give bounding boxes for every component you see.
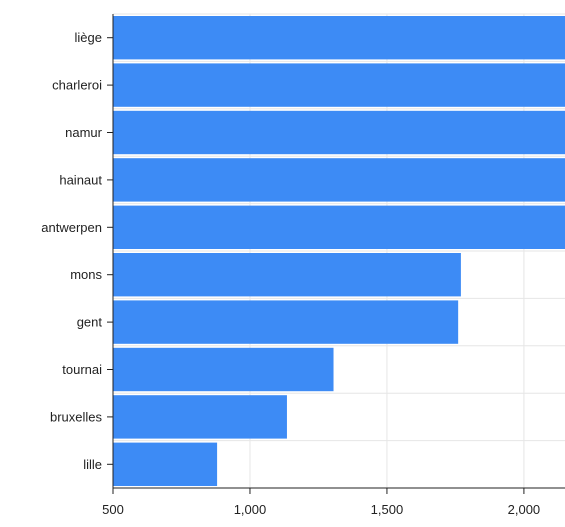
bar-mons <box>113 253 461 297</box>
bar-charleroi <box>113 63 565 107</box>
x-tick-label: 2,000 <box>508 502 541 517</box>
tick-labels: liège charleroi namur hainaut antwerpen mons g… <box>41 30 540 517</box>
bar-hainaut <box>113 158 565 202</box>
y-tick-label: mons <box>70 267 102 282</box>
x-tick-label: 1,000 <box>234 502 267 517</box>
y-tick-label: antwerpen <box>41 220 102 235</box>
x-tick-label: 1,500 <box>371 502 404 517</box>
y-tick-label: namur <box>65 125 103 140</box>
y-tick-label: charleroi <box>52 78 102 93</box>
bar-liège <box>113 16 565 60</box>
y-tick-label: lille <box>83 457 102 472</box>
x-tick-label: 500 <box>102 502 124 517</box>
y-tick-label: gent <box>77 315 103 330</box>
y-tick-label: tournai <box>62 362 102 377</box>
y-tick-label: bruxelles <box>50 409 103 424</box>
bar-antwerpen <box>113 205 565 249</box>
bar-gent <box>113 300 459 344</box>
bar-lille <box>113 442 218 486</box>
bars <box>113 16 565 486</box>
axes <box>107 14 565 494</box>
bar-tournai <box>113 347 334 392</box>
y-tick-label: liège <box>75 30 102 45</box>
y-tick-label: hainaut <box>59 172 102 187</box>
bar-bruxelles <box>113 395 287 439</box>
bar-namur <box>113 110 565 155</box>
